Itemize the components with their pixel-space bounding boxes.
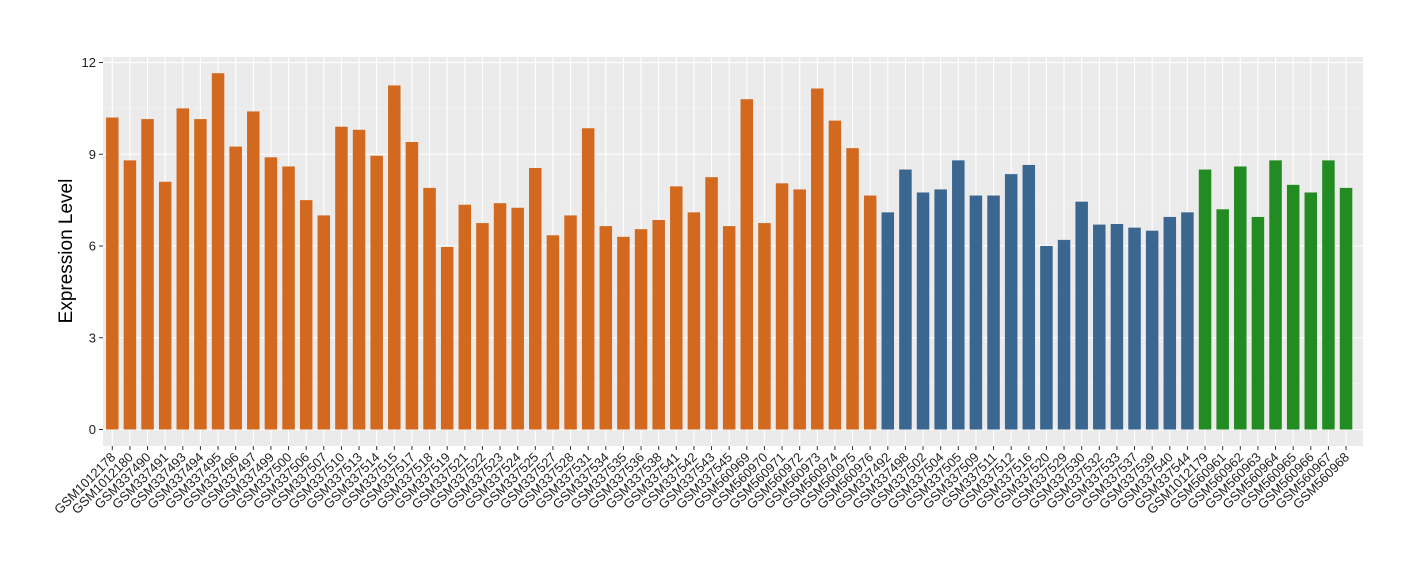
y-axis: 0 3 6 9 12 xyxy=(82,55,103,437)
bar-GSM337521 xyxy=(458,204,472,430)
y-tick-label: 9 xyxy=(89,147,96,162)
bar-GSM337536 xyxy=(634,229,648,430)
bar-GSM1012179 xyxy=(1198,169,1212,430)
bar-GSM337529 xyxy=(1057,239,1071,430)
y-tick-label: 3 xyxy=(89,330,96,345)
bar-GSM337497 xyxy=(247,111,260,430)
bar-GSM337518 xyxy=(423,187,436,430)
bar-GSM337528 xyxy=(564,215,577,430)
bars xyxy=(106,73,1353,430)
bar-GSM337491 xyxy=(158,181,172,430)
bar-GSM337520 xyxy=(1040,246,1053,430)
bar-GSM337524 xyxy=(511,207,524,430)
bar-GSM560962 xyxy=(1234,166,1247,430)
y-axis-title: Expression Level xyxy=(56,179,77,324)
bar-GSM337531 xyxy=(581,128,595,430)
bar-GSM337523 xyxy=(493,203,507,430)
bar-GSM560967 xyxy=(1322,160,1335,430)
bar-GSM560976 xyxy=(863,195,877,430)
bar-GSM337515 xyxy=(388,85,401,430)
bar-GSM337496 xyxy=(229,146,242,430)
bar-GSM560965 xyxy=(1286,184,1300,430)
bar-GSM560969 xyxy=(740,99,754,430)
bar-GSM1012180 xyxy=(123,160,137,430)
bar-GSM337516 xyxy=(1022,164,1036,430)
bar-GSM337510 xyxy=(335,126,348,430)
bar-GSM337495 xyxy=(211,73,225,430)
bar-GSM337533 xyxy=(1110,223,1124,430)
bar-GSM337539 xyxy=(1145,230,1159,430)
bar-GSM337542 xyxy=(687,212,701,430)
bar-GSM560972 xyxy=(793,189,806,430)
bar-GSM337517 xyxy=(405,142,419,430)
x-axis: GSM1012178GSM1012180GSM337490GSM337491GS… xyxy=(51,446,1352,517)
bar-GSM337505 xyxy=(952,160,965,430)
bar-GSM337527 xyxy=(546,235,560,430)
bar-GSM337500 xyxy=(282,166,295,430)
bar-GSM337506 xyxy=(299,200,313,430)
bar-GSM337490 xyxy=(141,119,154,430)
bar-GSM337507 xyxy=(317,215,331,430)
bar-GSM337492 xyxy=(881,212,895,430)
bar-GSM337543 xyxy=(705,177,718,430)
bar-GSM337541 xyxy=(670,186,683,430)
bar-GSM560975 xyxy=(846,148,859,430)
bar-GSM560974 xyxy=(828,120,842,430)
bar-GSM337534 xyxy=(599,226,613,430)
bar-GSM337530 xyxy=(1075,201,1088,430)
bar-GSM337494 xyxy=(194,119,207,430)
bar-GSM337502 xyxy=(916,192,930,430)
bar-GSM337538 xyxy=(652,220,665,430)
bar-GSM337512 xyxy=(1004,174,1018,430)
bar-GSM337537 xyxy=(1128,227,1141,430)
bar-GSM337509 xyxy=(969,195,983,430)
bar-GSM337514 xyxy=(370,155,383,430)
bar-GSM337498 xyxy=(899,169,912,430)
bar-GSM337499 xyxy=(264,157,278,430)
bar-GSM560968 xyxy=(1339,187,1353,430)
bar-GSM560966 xyxy=(1304,192,1318,430)
bar-GSM337504 xyxy=(934,189,947,430)
bar-GSM560963 xyxy=(1251,216,1265,430)
bar-GSM337522 xyxy=(476,223,489,430)
bar-GSM337545 xyxy=(722,226,736,430)
bar-GSM560971 xyxy=(775,183,789,430)
bar-GSM337525 xyxy=(529,168,542,430)
y-tick-label: 12 xyxy=(82,55,96,70)
bar-GSM337532 xyxy=(1093,224,1106,430)
bar-GSM560961 xyxy=(1216,209,1229,430)
bar-GSM337511 xyxy=(987,195,1000,430)
y-tick-label: 6 xyxy=(89,239,96,254)
bar-GSM337519 xyxy=(440,246,454,430)
bar-GSM337493 xyxy=(176,108,190,430)
bar-GSM337544 xyxy=(1181,212,1194,430)
bar-GSM337513 xyxy=(352,129,366,430)
bar-GSM1012178 xyxy=(106,117,119,430)
bar-GSM337540 xyxy=(1163,216,1177,430)
bar-GSM337535 xyxy=(617,236,630,430)
bar-GSM560964 xyxy=(1269,160,1282,430)
bar-GSM560970 xyxy=(758,223,771,430)
bar-GSM560973 xyxy=(811,88,824,430)
y-tick-label: 0 xyxy=(89,422,96,437)
